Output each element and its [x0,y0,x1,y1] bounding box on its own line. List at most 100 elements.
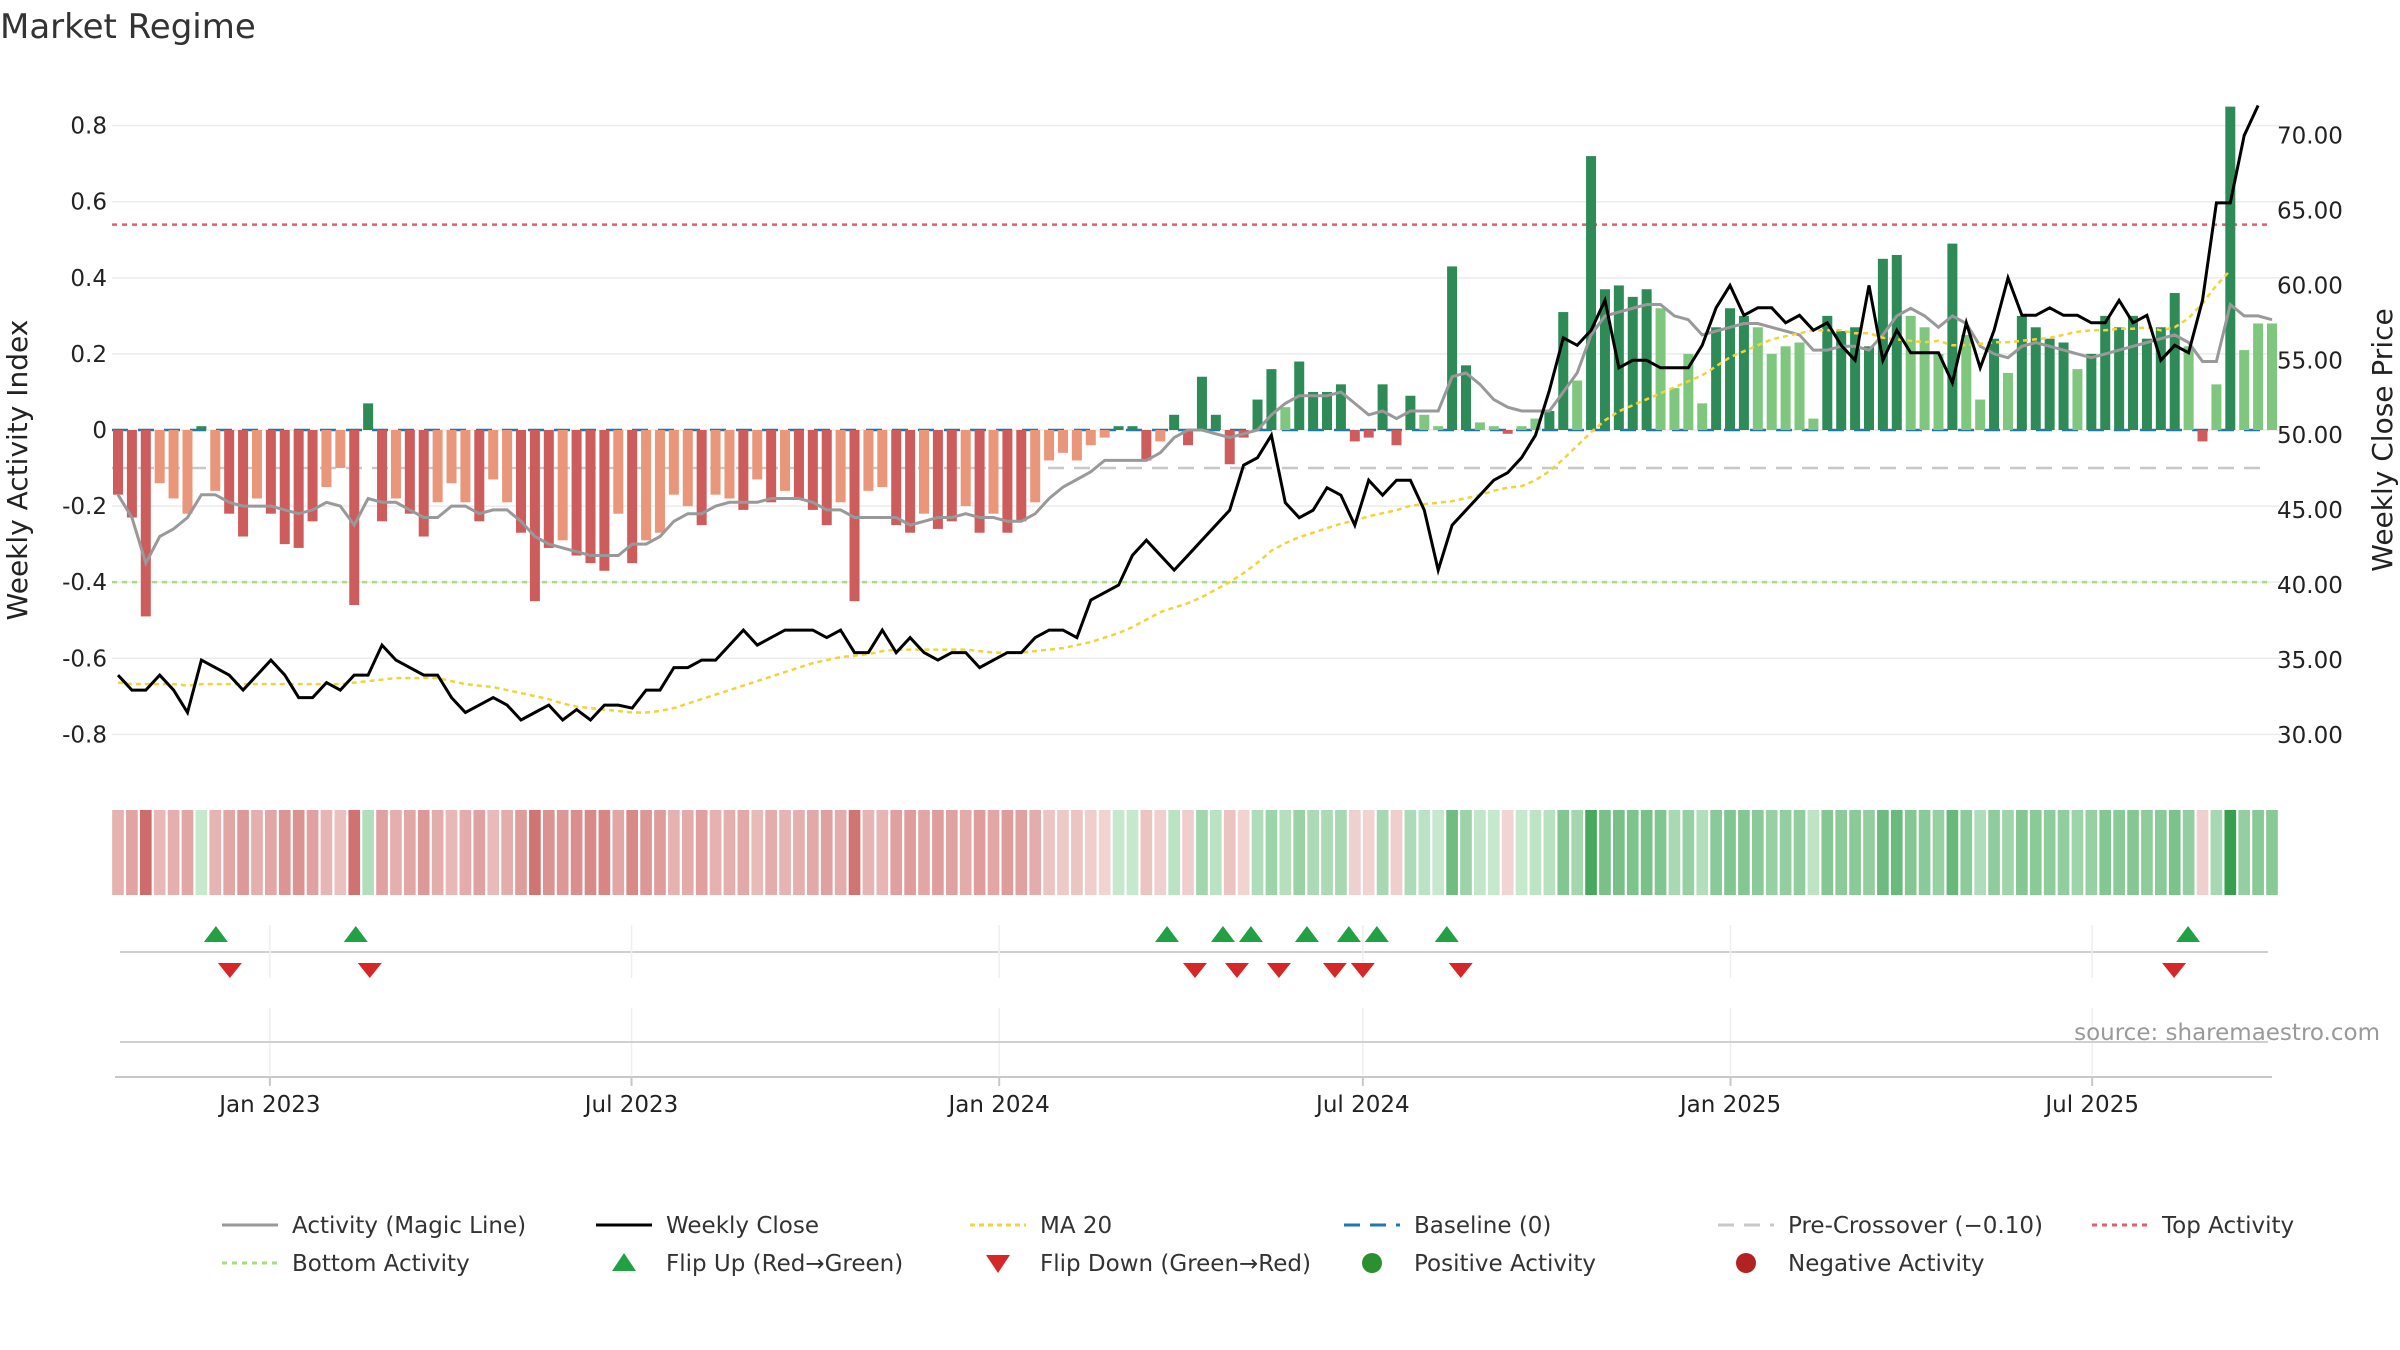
right-tick-label: 50.00 [2277,423,2343,449]
heat-cell [1571,810,1583,895]
flip-up-marker [1210,926,1235,942]
heat-cell [1724,810,1736,895]
flip-up-marker [2176,926,2201,942]
bottom-panel [115,1008,2272,1078]
heat-cell [1001,810,1014,895]
left-tick-label: -0.8 [62,722,107,748]
right-tick-label: 65.00 [2277,198,2343,224]
activity-bar [877,430,888,488]
heat-cell [862,810,875,895]
heat-cell [1307,810,1319,895]
heat-cell [348,810,361,895]
heat-cell [487,810,500,895]
activity-bar [696,430,707,526]
legend-swatch [1736,1253,1756,1273]
activity-bar [2266,323,2278,430]
heat-cell [1265,810,1278,895]
activity-bar [224,430,235,514]
activity-bar [2183,346,2194,430]
source-note: source: sharemaestro.com [2074,1020,2380,1046]
activity-bar [321,430,332,488]
activity-bar [1210,414,1221,430]
heat-cell [1932,810,1945,895]
flip-down-marker [2162,963,2187,978]
activity-bar [168,430,179,499]
activity-bar [960,430,971,507]
activity-bar [1725,308,1736,430]
heat-cell [1112,810,1125,895]
activity-bar [1322,391,1333,430]
activity-bar [1836,331,1847,430]
heat-cell [306,810,319,895]
magic-line [116,301,2273,568]
activity-bar [543,430,554,548]
heat-cell [2071,810,2084,895]
heat-cell [112,810,124,895]
heat-cell [1529,810,1542,895]
activity-bar [793,430,804,499]
heat-cell [807,810,819,895]
heat-cell [1515,810,1528,895]
heat-cell [1682,810,1695,895]
flip-down-marker [1224,963,1249,978]
activity-bar [641,430,652,541]
heat-cell [1668,810,1681,895]
heat-cell [1043,810,1055,895]
heat-cell [292,810,305,895]
heat-cell [570,810,583,895]
left-tick-label: 0.6 [70,190,107,216]
activity-bar [1863,346,1874,430]
heat-cell [501,810,513,895]
heat-cell [1779,810,1792,895]
activity-bar [1113,426,1124,430]
heat-cell [584,810,597,895]
activity-bar [154,430,165,484]
legend: Activity (Magic Line) Weekly Close MA 20 Ba… [222,1213,2294,1277]
heat-cell [765,810,777,895]
heat-cell [1057,810,1069,895]
heat-cell [779,810,791,895]
activity-bar [1599,289,1610,430]
activity-bar [2155,327,2166,430]
legend-label: Bottom Activity [292,1251,470,1277]
heat-cell [362,810,374,895]
activity-bar [2169,293,2180,430]
activity-bar [1530,418,1541,430]
heat-cell [459,810,472,895]
activity-bar [1558,312,1569,430]
activity-bar [2211,384,2222,430]
activity-bar [502,430,513,503]
heat-cell [445,810,458,895]
activity-bar [1474,422,1485,430]
activity-bar [974,430,985,533]
heat-cell [2085,810,2098,895]
heat-cell [2238,810,2251,895]
heat-cell [2099,810,2112,895]
activity-bar [738,430,749,510]
heat-cell [959,810,972,895]
flip-down-marker [217,963,242,978]
activity-bar [571,430,582,556]
heat-cell [695,810,708,895]
legend-label: Negative Activity [1788,1251,1985,1277]
x-tick-label: Jul 2025 [2043,1092,2139,1118]
heat-cell [1599,810,1611,895]
activity-bar [682,430,693,507]
heat-cell [1918,810,1931,895]
activity-bar [988,430,999,514]
activity-bar [905,430,916,533]
heat-cell [515,810,527,895]
activity-bar [2016,315,2027,430]
legend-label: Pre-Crossover (−0.10) [1788,1213,2043,1239]
heat-cell [1960,810,1973,895]
flip-down-marker [1322,963,1347,978]
flip-up-marker [203,926,228,942]
flip-up-marker [1336,926,1361,942]
flip-up-marker [1434,926,1459,942]
activity-bar [1183,430,1194,446]
activity-bar [1669,388,1680,430]
heat-cell [1626,810,1639,895]
heat-cell [1404,810,1417,895]
flip-up-marker [1155,926,1180,942]
weekly-close-line [116,104,2260,723]
